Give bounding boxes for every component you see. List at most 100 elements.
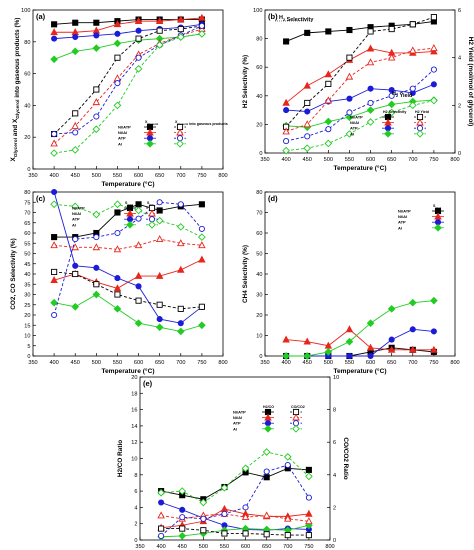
legend-label: ATP (72, 217, 80, 222)
data-point (367, 99, 374, 106)
x-tick-label: 400 (49, 360, 58, 366)
legend-marker (126, 209, 134, 217)
data-point (93, 86, 100, 93)
data-point (283, 38, 290, 45)
annotation-h2-selectivity: H2 Selectivity (279, 15, 313, 23)
data-point (50, 241, 58, 249)
legend-marker (292, 424, 300, 433)
y-tick-label: 80 (256, 37, 262, 43)
data-point (430, 345, 438, 353)
y2-tick-label: 2 (333, 505, 336, 511)
data-point (304, 108, 311, 115)
legend-marker (176, 128, 184, 136)
y-tick-label: 60 (24, 72, 30, 78)
data-point (92, 44, 101, 52)
data-point (284, 461, 291, 469)
data-point (409, 46, 417, 54)
data-point (430, 96, 438, 105)
data-point (92, 290, 101, 299)
data-point (72, 236, 79, 243)
chart-panel-b: 350 400 450 500 550 600 650 700 750 8000204060801… (242, 8, 474, 172)
series-line-atp-dashed (160, 464, 310, 537)
data-point (155, 216, 164, 225)
data-point (155, 41, 164, 49)
data-point (113, 245, 122, 253)
data-point (324, 117, 333, 126)
x-tick-label: 650 (387, 157, 396, 163)
data-point (157, 511, 165, 519)
series-line-al-dashed (54, 203, 203, 238)
series-line-ni-atp-dashed (285, 16, 435, 128)
data-point (283, 453, 292, 461)
data-point (198, 201, 205, 208)
x-axis-label: Temperature (°C) (333, 164, 386, 172)
data-point (388, 336, 395, 343)
data-point (282, 335, 290, 343)
x-tick-label: 650 (155, 360, 164, 366)
legend-label: Al (118, 141, 122, 146)
data-point (135, 27, 142, 34)
data-point (50, 200, 58, 209)
plot-frame (139, 376, 331, 541)
x-tick-label: 450 (178, 544, 187, 550)
y-tick-label: 10 (256, 334, 262, 340)
data-point (71, 47, 80, 56)
legend-label: Ni/Al (233, 415, 242, 420)
legend-marker (126, 220, 134, 229)
data-point (71, 243, 79, 251)
y-tick-label: 70 (24, 211, 30, 217)
y-tick-label: 55 (24, 241, 30, 247)
data-point (50, 139, 58, 147)
data-point (198, 303, 205, 310)
y-tick-label: 35 (24, 282, 30, 288)
legend-label: Ni/Al (118, 130, 127, 135)
x-tick-label: 750 (197, 360, 206, 366)
x-tick-label: 450 (303, 157, 312, 163)
y-tick-label: 50 (256, 252, 262, 258)
data-point (156, 301, 163, 308)
legend-label: ATP (398, 220, 406, 225)
data-point (242, 504, 249, 511)
plot-frame (32, 9, 224, 170)
y2-tick-label: 2 (458, 103, 461, 109)
series-line-atp (160, 502, 309, 531)
y-tick-label: 20 (256, 313, 262, 319)
data-point (199, 498, 208, 507)
data-point (345, 113, 354, 122)
y-tick-label: 30 (24, 293, 30, 299)
data-point (367, 28, 374, 35)
x-tick-label: 500 (324, 157, 333, 163)
y-tick-label: 0 (259, 151, 262, 157)
data-point (113, 284, 122, 292)
data-point (114, 30, 121, 37)
series-line-al-dashed (161, 451, 310, 504)
legend-marker (148, 220, 156, 229)
data-point (72, 110, 79, 117)
data-point (156, 207, 163, 214)
data-point (304, 99, 311, 106)
data-point (325, 28, 332, 35)
x-tick-label: 700 (176, 360, 185, 366)
y2-tick-label: 0 (458, 151, 461, 157)
x-tick-label: 750 (429, 360, 438, 366)
x-tick-label: 600 (366, 157, 375, 163)
data-point (388, 92, 395, 99)
y2-tick-label: 6 (458, 8, 461, 14)
data-point (241, 513, 250, 521)
y-tick-label: 60 (24, 231, 30, 237)
x-tick-label: 700 (176, 173, 185, 179)
data-point (388, 26, 395, 33)
y-tick-label: 14 (131, 424, 137, 430)
data-point (345, 325, 354, 333)
y-tick-label: 60 (256, 65, 262, 71)
legend-marker (264, 413, 272, 421)
y2-tick-label: 10 (333, 375, 339, 381)
data-point (50, 55, 58, 64)
series-line-atp (54, 23, 202, 40)
data-point (305, 532, 312, 539)
data-point (135, 201, 142, 208)
data-point (114, 291, 121, 298)
x-axis-label: Temperature (°C) (333, 367, 386, 375)
legend-marker (146, 139, 154, 148)
data-point (155, 271, 164, 279)
